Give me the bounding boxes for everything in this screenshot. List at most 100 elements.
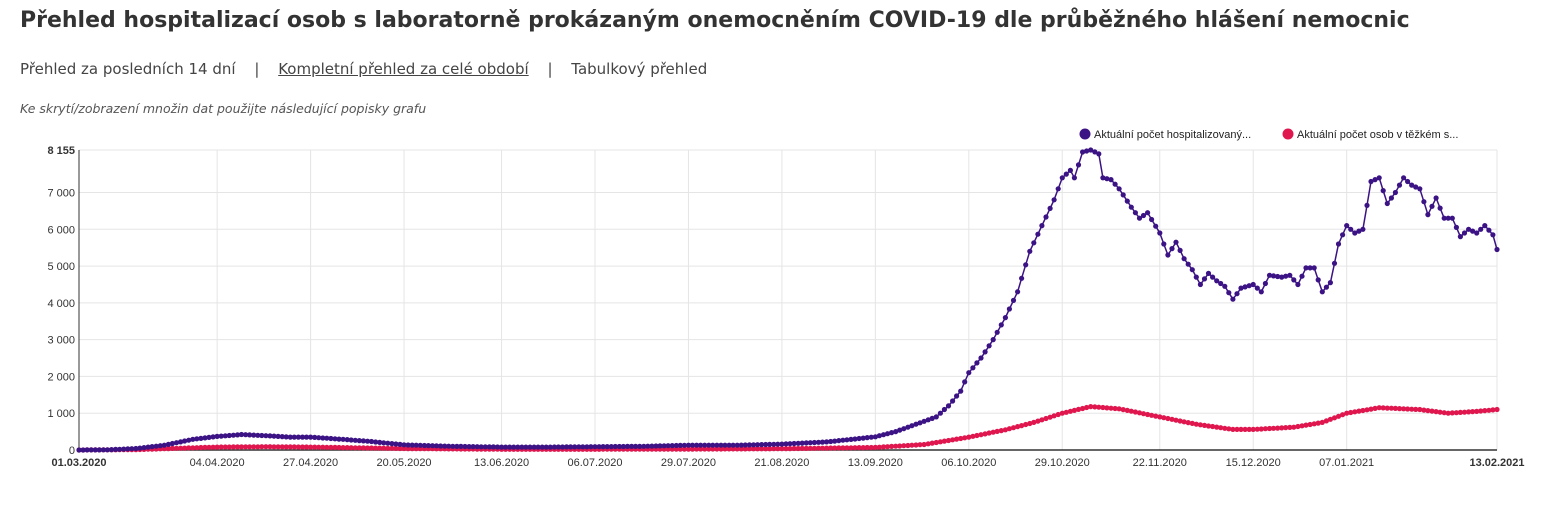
data-point	[1449, 410, 1455, 416]
data-point	[787, 446, 793, 452]
data-point	[462, 443, 468, 450]
data-point	[799, 445, 805, 451]
data-point	[226, 444, 232, 450]
data-point	[1128, 204, 1134, 210]
data-point	[909, 442, 915, 448]
data-point	[685, 442, 692, 448]
data-point	[1023, 421, 1029, 428]
data-point	[742, 442, 748, 448]
data-point	[1149, 216, 1155, 223]
data-point	[515, 444, 521, 450]
data-point	[689, 442, 696, 448]
data-point	[1392, 405, 1398, 411]
legend-label: Aktuální počet hospitalizovaný...	[1094, 129, 1251, 141]
data-point	[572, 444, 578, 450]
data-point	[1035, 418, 1041, 424]
data-point	[852, 445, 858, 451]
data-point	[1311, 421, 1317, 427]
data-point	[214, 444, 220, 450]
nav-table-view[interactable]: Tabulkový přehled	[571, 60, 708, 78]
data-point	[1250, 426, 1256, 432]
data-point	[1368, 406, 1374, 412]
data-point	[819, 439, 826, 445]
data-point	[1214, 278, 1220, 284]
data-point	[868, 434, 874, 440]
data-point	[1433, 409, 1439, 415]
data-point	[1311, 265, 1317, 271]
data-point	[1482, 223, 1488, 229]
data-point	[1254, 285, 1260, 291]
data-point	[381, 440, 387, 446]
data-point	[966, 434, 972, 440]
data-point	[385, 445, 391, 451]
data-point	[925, 417, 931, 423]
data-point	[803, 445, 809, 451]
data-point	[884, 431, 891, 437]
data-point	[308, 444, 314, 450]
data-point	[1132, 409, 1138, 415]
data-point	[555, 444, 562, 450]
legend-item-hospitalized[interactable]: Aktuální počet hospitalizovaný...	[1079, 128, 1252, 142]
data-point	[446, 443, 452, 449]
data-point	[1108, 405, 1114, 411]
data-point	[905, 442, 911, 449]
legend-label: Aktuální počet osob v těžkém s...	[1297, 129, 1458, 141]
data-point	[1494, 246, 1500, 253]
data-point	[754, 442, 761, 448]
data-point	[742, 446, 748, 452]
data-point	[113, 446, 119, 452]
data-point	[974, 360, 980, 366]
data-point	[1270, 425, 1277, 431]
data-point	[1132, 210, 1138, 216]
data-point	[1181, 419, 1187, 425]
data-point	[178, 445, 184, 451]
data-point	[279, 434, 285, 440]
data-point	[941, 406, 948, 413]
data-point	[612, 443, 618, 450]
data-point	[84, 447, 90, 453]
data-point	[283, 434, 289, 440]
legend-item-severe[interactable]: Aktuální počet osob v těžkém s...	[1282, 128, 1459, 142]
data-point	[901, 443, 907, 449]
data-point	[108, 447, 115, 453]
data-point	[893, 443, 899, 449]
data-point	[336, 436, 342, 442]
data-point	[698, 442, 704, 448]
data-point	[263, 444, 269, 450]
data-point	[1453, 410, 1459, 416]
nav-full-period[interactable]: Kompletní přehled za celé období	[278, 60, 529, 78]
data-point	[734, 442, 740, 448]
data-point	[986, 430, 992, 436]
data-point	[450, 443, 456, 449]
data-point	[730, 446, 736, 452]
data-point	[763, 446, 769, 452]
data-point	[438, 443, 444, 449]
data-point	[1275, 425, 1281, 431]
nav-last-14-days[interactable]: Přehled za posledních 14 dní	[20, 60, 236, 78]
data-point	[734, 446, 740, 452]
data-point	[1165, 415, 1171, 422]
nav-separator: |	[254, 60, 260, 78]
data-point	[1266, 272, 1273, 278]
data-point	[978, 432, 984, 438]
data-point	[1303, 422, 1309, 428]
data-point	[377, 439, 383, 445]
data-point	[1157, 414, 1163, 420]
data-point	[819, 445, 826, 451]
data-point	[978, 355, 984, 361]
data-point	[535, 444, 541, 450]
data-point	[173, 445, 180, 451]
data-point	[1201, 422, 1208, 428]
data-point	[958, 435, 964, 442]
data-point	[194, 445, 200, 451]
data-point	[706, 446, 712, 452]
data-point	[840, 445, 846, 451]
data-point	[474, 444, 480, 450]
data-point	[1173, 239, 1179, 245]
data-point	[1149, 412, 1155, 418]
data-point	[783, 446, 789, 452]
data-point	[1063, 409, 1069, 415]
data-point	[1031, 419, 1037, 425]
y-tick-label: 1 000	[47, 408, 75, 420]
data-point	[316, 444, 322, 450]
